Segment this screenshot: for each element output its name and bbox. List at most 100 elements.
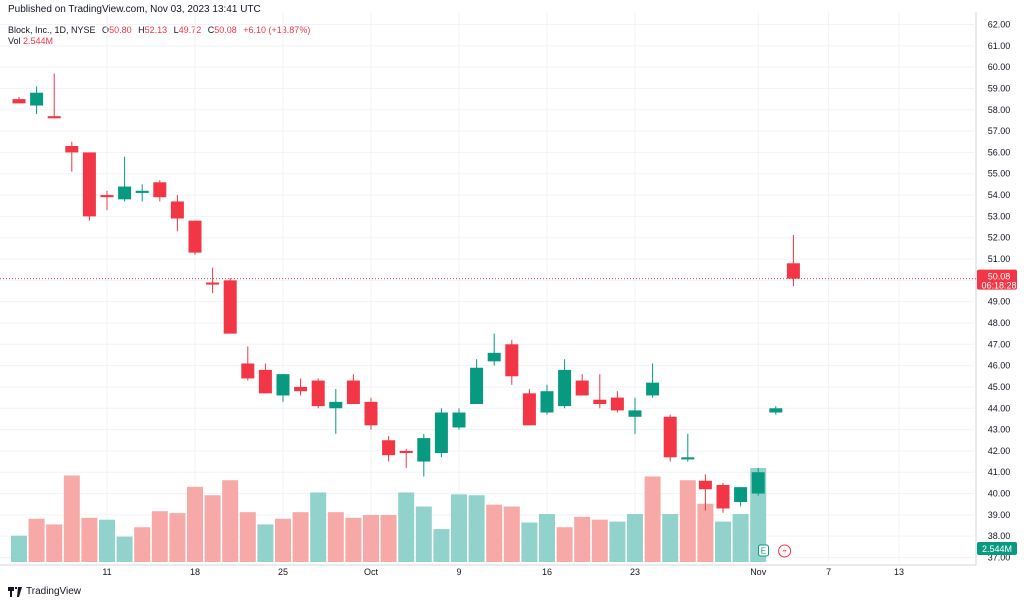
volume-bar xyxy=(556,527,573,562)
candle-body xyxy=(153,182,167,198)
candle-body xyxy=(382,440,396,456)
volume-bar xyxy=(433,529,450,562)
volume-bar xyxy=(116,536,133,562)
y-tick-label: 52.00 xyxy=(988,233,1011,243)
candle-body xyxy=(276,374,290,396)
candle-body xyxy=(311,380,325,407)
x-tick-label: 13 xyxy=(894,567,904,577)
high-group: H52.13 xyxy=(138,25,167,35)
volume-bar xyxy=(521,522,538,562)
x-tick-label: 16 xyxy=(542,567,552,577)
volume-bar xyxy=(151,511,168,562)
volume-bar xyxy=(609,521,626,562)
countdown-label: 06:18:28 xyxy=(981,281,1016,291)
volume-bar xyxy=(715,521,731,562)
x-tick-label: 9 xyxy=(456,567,461,577)
volume-bar xyxy=(345,517,362,562)
candle-body xyxy=(241,363,255,379)
volume-bar xyxy=(239,512,256,562)
candle-body xyxy=(135,190,149,193)
x-tick-label: 7 xyxy=(826,567,831,577)
candle-body xyxy=(258,369,272,394)
x-tick-label: 11 xyxy=(102,567,111,577)
volume-bar xyxy=(28,518,45,562)
volume-bar xyxy=(644,476,661,562)
candle-body xyxy=(769,408,783,413)
candle-body xyxy=(698,480,712,490)
low-label: L xyxy=(173,25,179,35)
volume-bar xyxy=(310,492,327,562)
volume-bar xyxy=(591,519,608,562)
volume-label: Vol xyxy=(8,36,21,46)
candle-body xyxy=(593,399,607,404)
candle-body xyxy=(399,450,413,454)
y-tick-label: 54.00 xyxy=(988,190,1011,200)
y-tick-label: 57.00 xyxy=(988,126,1011,136)
volume-bar xyxy=(275,518,291,562)
candle-body xyxy=(206,282,220,285)
candle-body xyxy=(65,146,79,153)
earnings-marker-glyph: E xyxy=(761,547,766,556)
close-label: C xyxy=(207,25,215,35)
high-value: 52.13 xyxy=(144,25,168,35)
x-tick-label: 25 xyxy=(278,567,288,577)
volume-bar xyxy=(398,492,415,562)
volume-bar xyxy=(204,495,221,562)
volume-bar xyxy=(292,512,309,562)
candle-body xyxy=(681,457,695,460)
volume-bar xyxy=(99,519,115,562)
y-tick-label: 46.00 xyxy=(988,361,1011,371)
candle-body xyxy=(734,487,748,503)
x-tick-label: 18 xyxy=(190,567,200,577)
candle-body xyxy=(522,393,536,426)
y-tick-label: 62.00 xyxy=(988,20,1011,30)
published-caption: Published on TradingView.com, Nov 03, 20… xyxy=(8,4,261,15)
volume-bar xyxy=(468,495,485,562)
candle-body xyxy=(575,380,589,396)
y-tick-label: 37.00 xyxy=(988,553,1011,563)
candle-body xyxy=(346,380,360,404)
last-price-badge xyxy=(977,269,1017,290)
candle-body xyxy=(610,397,624,411)
y-tick-label: 47.00 xyxy=(988,339,1011,349)
candle-body xyxy=(470,367,484,404)
change-value: +6.10 (+13.87%) xyxy=(243,25,311,35)
candle-body xyxy=(364,401,378,426)
volume-bar xyxy=(662,514,679,562)
volume-bar xyxy=(257,524,274,562)
volume-bar xyxy=(732,514,749,562)
volume-bar xyxy=(503,506,520,562)
candle-body xyxy=(663,416,677,458)
y-tick-label: 43.00 xyxy=(988,425,1011,435)
candle-body xyxy=(417,438,431,462)
volume-bar xyxy=(415,506,432,562)
volume-bar xyxy=(679,480,696,562)
candle-body xyxy=(505,344,519,377)
chart-legend: Block, Inc., 1D, NYSE O50.80 H52.13 L49.… xyxy=(8,24,310,36)
candle-body xyxy=(646,382,660,396)
brand-label: TradingView xyxy=(26,586,82,597)
volume-bar xyxy=(574,516,591,562)
y-tick-label: 61.00 xyxy=(988,41,1011,51)
high-label: H xyxy=(138,25,145,35)
y-tick-label: 60.00 xyxy=(988,62,1011,72)
volume-value: 2.544M xyxy=(23,36,54,46)
y-tick-label: 49.00 xyxy=(988,297,1011,307)
candle-body xyxy=(487,352,501,362)
y-tick-label: 42.00 xyxy=(988,446,1011,456)
candle-body xyxy=(100,195,114,198)
x-tick-label: Oct xyxy=(364,567,379,577)
volume-bar xyxy=(46,524,63,562)
close-group: C50.08 xyxy=(208,25,237,35)
candle-body xyxy=(716,485,730,509)
volume-bar xyxy=(222,480,239,562)
volume-bar xyxy=(187,486,203,562)
y-tick-label: 45.00 xyxy=(988,382,1011,392)
y-tick-label: 53.00 xyxy=(988,211,1011,221)
volume-bar xyxy=(81,517,98,562)
symbol-label: Block, Inc., 1D, NYSE xyxy=(8,25,96,35)
volume-bar xyxy=(380,515,397,562)
volume-bar xyxy=(327,512,344,562)
candle-body xyxy=(47,116,61,119)
